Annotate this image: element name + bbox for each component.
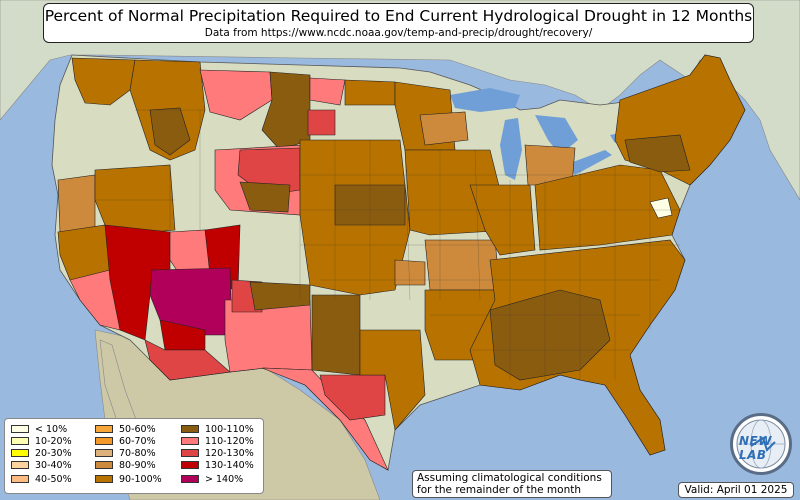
legend-item: 20-30% [11, 447, 72, 459]
legend-item: < 10% [11, 423, 67, 435]
note-line-1: Assuming climatological conditions [417, 472, 602, 484]
region-100-110-nm-ne [249, 281, 311, 311]
region-100-110-nw [149, 107, 191, 156]
legend-item: 30-40% [11, 459, 72, 471]
legend-item: > 140% [181, 473, 243, 485]
legend-swatch [95, 475, 113, 483]
valid-date: Valid: April 01 2025 [678, 482, 794, 498]
region-90-100-nd [344, 79, 396, 106]
legend-label: 90-100% [119, 473, 162, 485]
lab-logo: NEW LAB [730, 413, 792, 475]
legend-item: 40-50% [11, 473, 72, 485]
legend-swatch [95, 425, 113, 433]
legend-swatch [181, 475, 199, 483]
region-80-90-mo [424, 239, 501, 291]
legend-label: 100-110% [205, 423, 254, 435]
legend: < 10% 10-20% 20-30% 30-40% 40-50% 50-60%… [4, 418, 264, 494]
legend-label: 10-20% [35, 435, 72, 447]
legend-swatch [181, 461, 199, 469]
legend-label: 50-60% [119, 423, 156, 435]
region-110-120-mt [199, 69, 273, 121]
legend-item: 120-130% [181, 447, 254, 459]
legend-label: 30-40% [35, 459, 72, 471]
region-100-110-ny [624, 134, 691, 173]
map-subtitle: Data from https://www.ncdc.noaa.gov/temp… [204, 27, 593, 39]
legend-swatch [11, 425, 29, 433]
legend-swatch [181, 449, 199, 457]
region-100-110-co [239, 181, 291, 213]
legend-label: 130-140% [205, 459, 254, 471]
legend-label: 40-50% [35, 473, 72, 485]
legend-swatch [95, 461, 113, 469]
legend-swatch [11, 461, 29, 469]
title-box: Percent of Normal Precipitation Required… [43, 3, 754, 43]
region-90-100-tx-e [359, 329, 426, 431]
region-lt10-md [649, 197, 673, 219]
lake-huron [535, 115, 578, 155]
assumption-note: Assuming climatological conditions for t… [412, 470, 612, 498]
region-120-130-sd [307, 109, 336, 136]
legend-item: 90-100% [95, 473, 162, 485]
legend-label: > 140% [205, 473, 244, 485]
legend-item: 80-90% [95, 459, 156, 471]
county-boundaries [95, 109, 680, 380]
legend-label: 20-30% [35, 447, 72, 459]
legend-swatch [95, 449, 113, 457]
lake-michigan [500, 118, 522, 180]
legend-label: 80-90% [119, 459, 156, 471]
legend-item: 10-20% [11, 435, 72, 447]
canada-landmass [0, 0, 800, 201]
region-80-90-wi [419, 111, 469, 146]
legend-label: 60-70% [119, 435, 156, 447]
legend-label: 70-80% [119, 447, 156, 459]
lake-superior [450, 88, 520, 112]
note-line-2: for the remainder of the month [417, 484, 582, 496]
logo-text: NEW LAB [739, 434, 772, 462]
legend-label: 110-120% [205, 435, 254, 447]
legend-item: 60-70% [95, 435, 156, 447]
region-90-100-ohio [534, 164, 681, 251]
legend-item: 130-140% [181, 459, 254, 471]
region-110-120-sd [309, 77, 346, 106]
legend-item: 70-80% [95, 447, 156, 459]
region-90-100-il [469, 184, 536, 256]
legend-label: < 10% [35, 423, 68, 435]
map-title: Percent of Normal Precipitation Required… [44, 7, 753, 25]
globe-icon [736, 419, 786, 469]
legend-swatch [181, 437, 199, 445]
lake-erie [565, 150, 612, 175]
region-110-120-ut [169, 229, 211, 276]
region-80-90-ks [394, 259, 426, 286]
legend-item: 110-120% [181, 435, 254, 447]
legend-swatch [11, 449, 29, 457]
legend-label: 120-130% [205, 447, 254, 459]
legend-swatch [181, 425, 199, 433]
region-100-110-tx-n [311, 294, 361, 376]
legend-item: 100-110% [181, 423, 254, 435]
legend-swatch [11, 475, 29, 483]
legend-swatch [95, 437, 113, 445]
legend-item: 50-60% [95, 423, 156, 435]
legend-swatch [11, 437, 29, 445]
region-80-90-or [57, 174, 96, 233]
